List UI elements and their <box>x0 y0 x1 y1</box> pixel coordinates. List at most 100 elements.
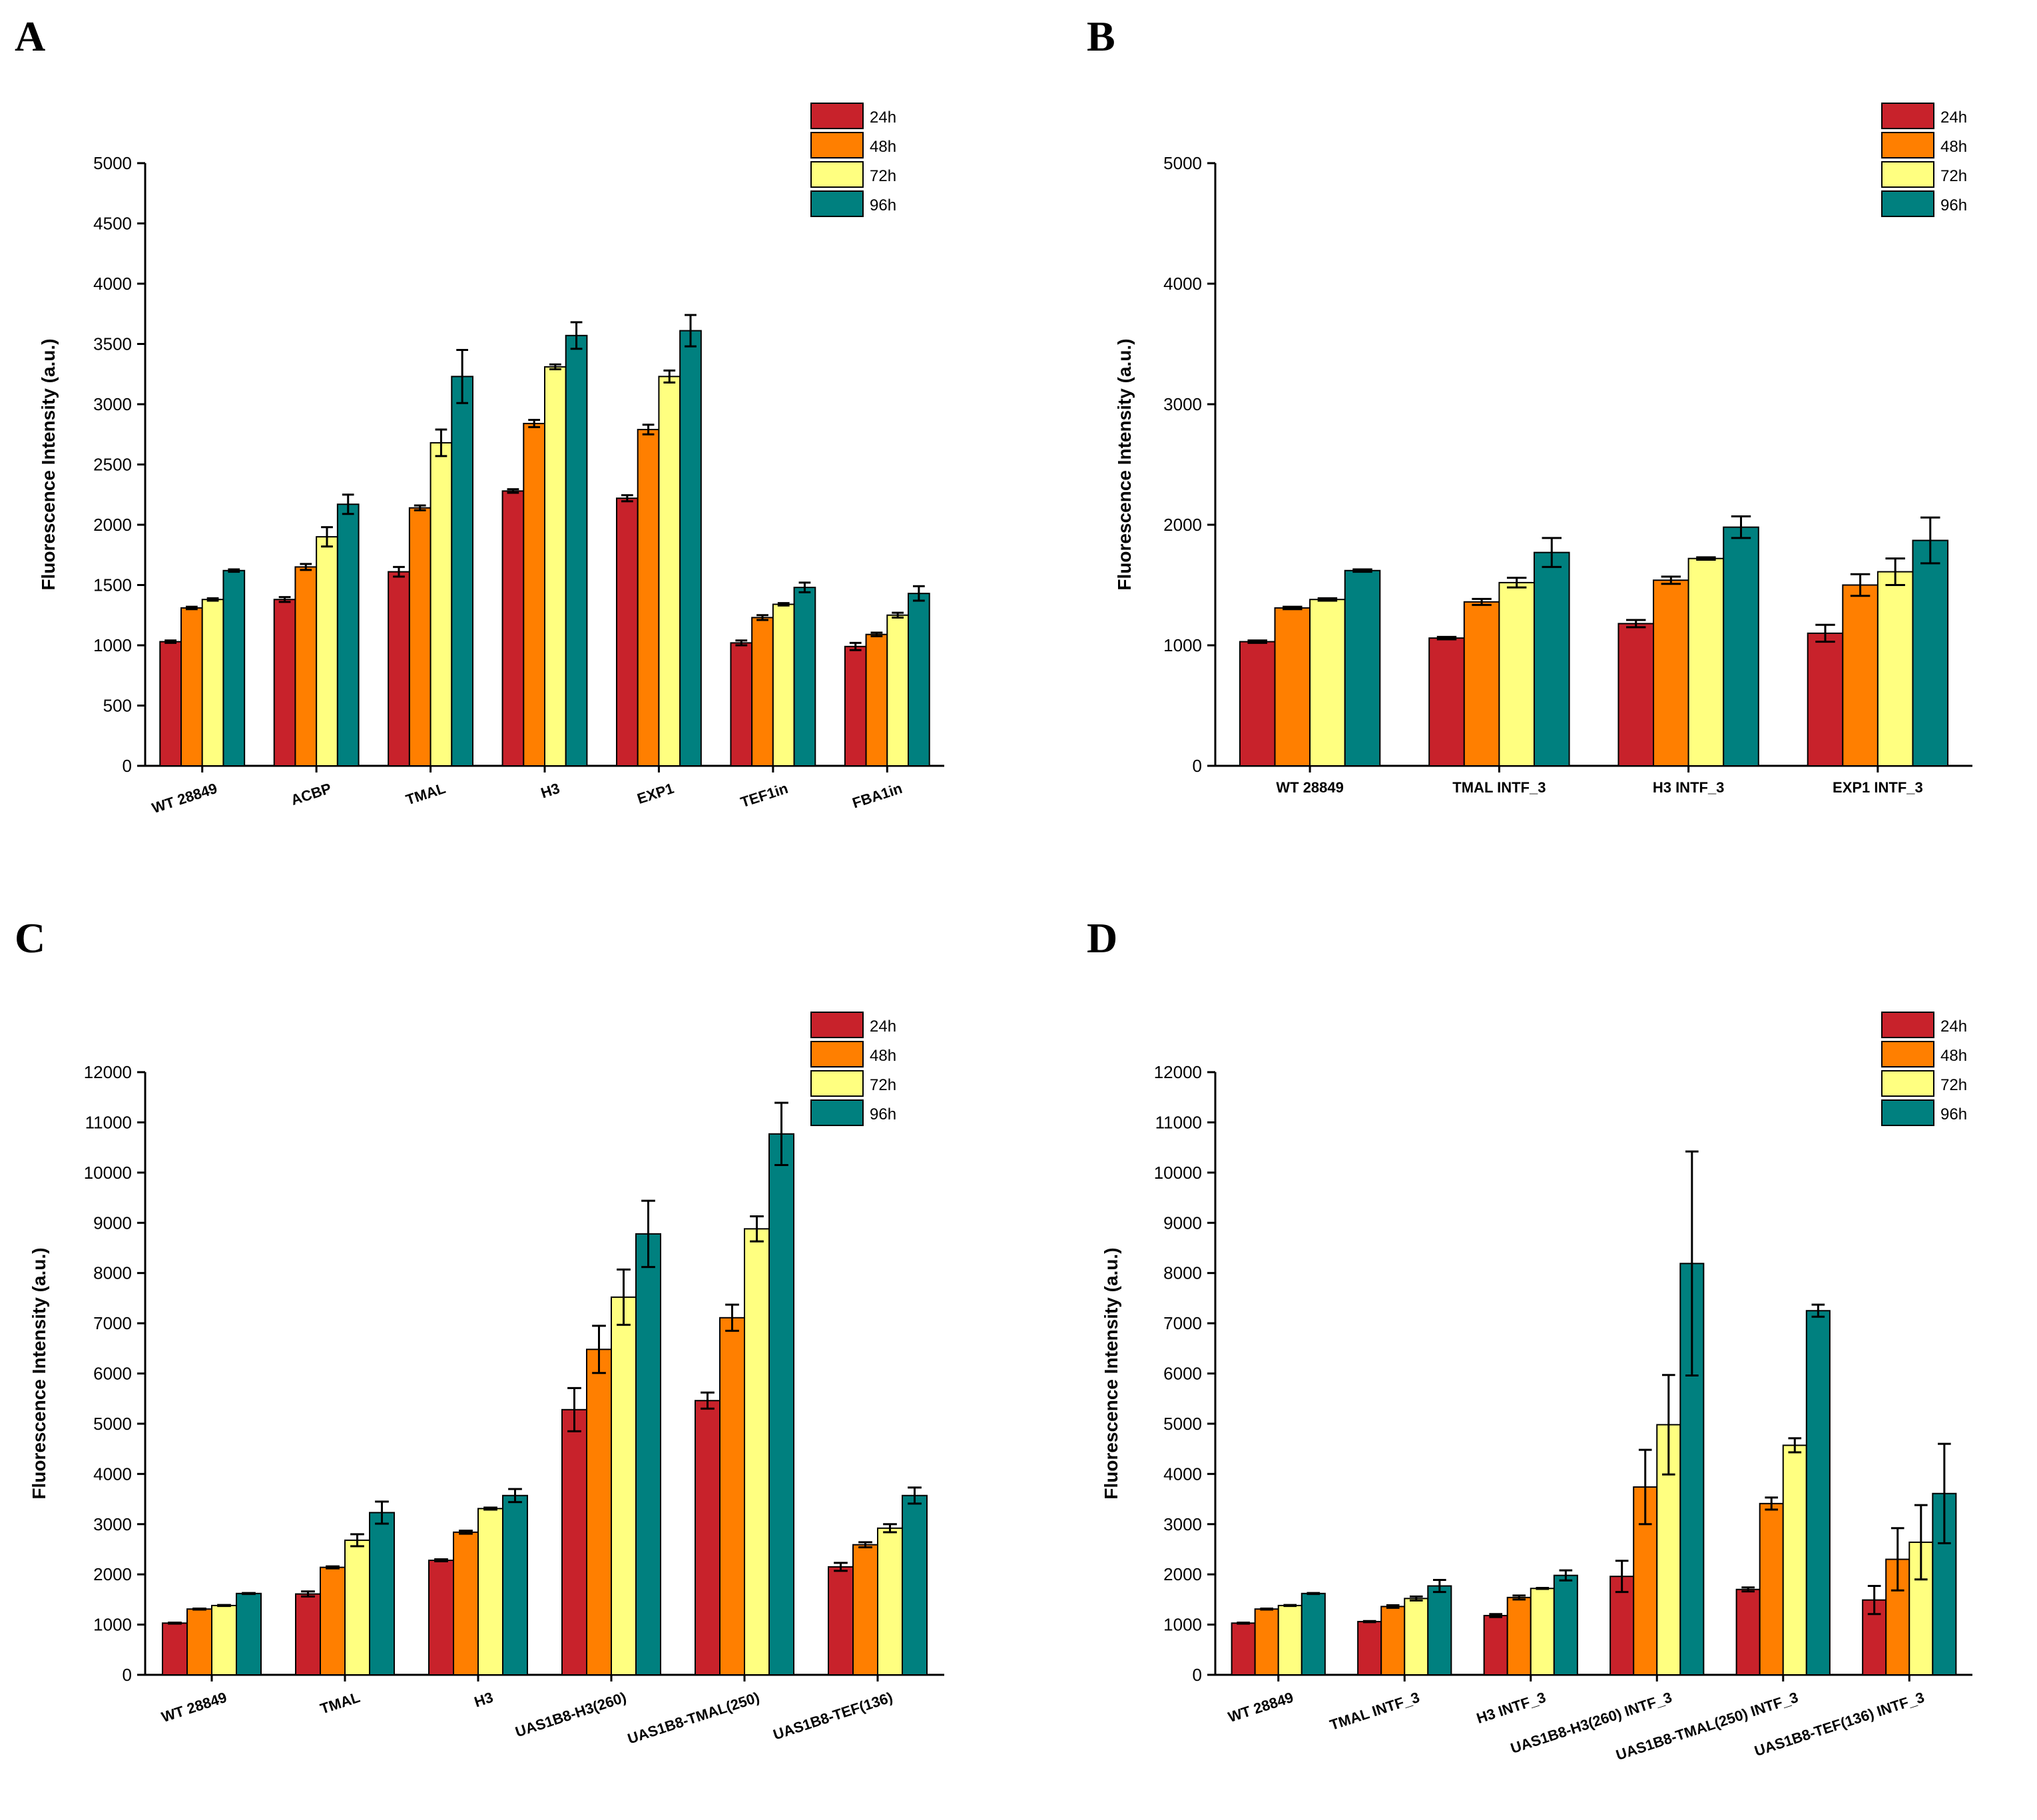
legend-label-24h: 24h <box>1940 109 1967 127</box>
legend-label-48h: 48h <box>1940 138 1967 156</box>
y-tick-label-4000: 4000 <box>93 1464 132 1484</box>
legend-swatch-96h <box>810 190 864 217</box>
bar-c-24h-1 <box>162 1622 188 1675</box>
legend-label-96h: 96h <box>1940 1105 1967 1123</box>
y-tick-label-4000: 4000 <box>1163 274 1202 294</box>
bar-c-96h-2 <box>369 1512 395 1675</box>
bar-b-72h-3 <box>1687 557 1725 766</box>
y-tick-label-1000: 1000 <box>1163 635 1202 655</box>
bar-d-72h-5 <box>1782 1444 1807 1676</box>
x-category-label-1: WT 28849 <box>159 1689 228 1725</box>
y-tick-label-10000: 10000 <box>1154 1163 1202 1183</box>
y-tick-label-3000: 3000 <box>93 394 132 414</box>
bar-c-72h-4 <box>611 1296 637 1676</box>
bar-a-48h-5 <box>637 429 660 766</box>
bar-b-96h-4 <box>1912 539 1949 767</box>
legend-a: 24h 48h 72h 96h <box>810 103 896 217</box>
x-category-label-1: WT 28849 <box>1276 779 1344 796</box>
panel-letter-c: C <box>15 914 46 962</box>
bar-a-72h-5 <box>658 376 681 766</box>
x-category-label-1: WT 28849 <box>1226 1689 1295 1725</box>
bar-b-96h-1 <box>1344 569 1381 767</box>
legend-swatch-24h <box>1881 1012 1934 1038</box>
legend-label-96h: 96h <box>870 196 896 214</box>
y-tick-label-8000: 8000 <box>93 1263 132 1283</box>
bar-a-24h-5 <box>616 497 639 766</box>
y-tick-label-9000: 9000 <box>1163 1213 1202 1233</box>
chart-panel-c: 0 1000 2000 3000 4000 5000 6000 7000 8000 9000 100… <box>29 1012 944 1747</box>
bar-a-24h-3 <box>388 571 410 767</box>
bar-a-96h-3 <box>451 376 473 766</box>
legend-label-24h: 24h <box>1940 1018 1967 1036</box>
legend-label-48h: 48h <box>870 138 896 156</box>
bar-a-72h-1 <box>201 599 224 766</box>
y-axis-title: Fluorescence Intensity (a.u.) <box>29 1247 49 1499</box>
bar-a-96h-1 <box>222 569 246 767</box>
y-tick-label-2500: 2500 <box>93 455 132 475</box>
x-category-label-4: UAS1B8-H3(260) <box>513 1689 629 1740</box>
y-tick-label-7000: 7000 <box>93 1313 132 1333</box>
y-tick-label-6000: 6000 <box>93 1364 132 1384</box>
bar-a-48h-1 <box>180 607 203 767</box>
bar-c-48h-3 <box>453 1531 479 1675</box>
bar-a-24h-6 <box>730 642 753 766</box>
x-category-label-2: ACBP <box>289 780 334 808</box>
legend-label-72h: 72h <box>870 167 896 185</box>
legend-swatch-96h <box>810 1099 864 1126</box>
y-tick-label-1000: 1000 <box>1163 1615 1202 1635</box>
bar-c-48h-2 <box>320 1566 346 1676</box>
bar-c-48h-5 <box>719 1317 745 1675</box>
y-tick-label-8000: 8000 <box>1163 1263 1202 1283</box>
y-tick-label-0: 0 <box>123 1665 132 1685</box>
y-tick-label-3500: 3500 <box>93 334 132 354</box>
bar-b-24h-3 <box>1617 623 1655 766</box>
bar-a-24h-7 <box>844 645 867 766</box>
legend-swatch-48h <box>810 1041 864 1067</box>
y-tick-label-3000: 3000 <box>93 1514 132 1534</box>
bar-a-24h-2 <box>273 599 296 766</box>
bar-c-72h-3 <box>477 1508 503 1676</box>
bar-d-96h-3 <box>1553 1574 1578 1676</box>
y-tick-label-11000: 11000 <box>1155 1112 1202 1132</box>
x-category-label-6: TEF1in <box>738 780 790 810</box>
x-category-label-2: TMAL <box>318 1689 362 1717</box>
bar-b-48h-4 <box>1842 584 1879 766</box>
x-category-label-1: WT 28849 <box>150 780 219 816</box>
bar-b-24h-2 <box>1428 637 1465 767</box>
bar-d-24h-4 <box>1609 1576 1635 1676</box>
y-tick-label-1000: 1000 <box>93 1615 132 1635</box>
bar-b-72h-4 <box>1877 571 1914 767</box>
bar-c-24h-3 <box>428 1560 454 1676</box>
bar-a-96h-5 <box>679 330 702 766</box>
bar-b-72h-2 <box>1498 581 1535 766</box>
bar-c-24h-6 <box>828 1566 854 1676</box>
legend-swatch-72h <box>1881 161 1934 188</box>
bar-a-72h-3 <box>430 442 453 766</box>
bar-a-48h-2 <box>294 566 318 766</box>
legend-swatch-24h <box>810 1012 864 1038</box>
panel-letter-d: D <box>1087 914 1118 962</box>
y-tick-label-1000: 1000 <box>93 635 132 655</box>
bar-a-48h-6 <box>751 617 774 766</box>
bar-b-48h-1 <box>1274 607 1311 767</box>
bar-a-48h-7 <box>865 633 888 767</box>
legend-swatch-72h <box>810 161 864 188</box>
bar-c-48h-1 <box>186 1608 212 1675</box>
y-tick-label-4000: 4000 <box>93 274 132 294</box>
bar-d-24h-1 <box>1231 1622 1256 1675</box>
bar-b-96h-2 <box>1533 551 1570 766</box>
bar-a-96h-4 <box>565 334 588 766</box>
x-category-label-3: H3 INTF_3 <box>1653 779 1725 796</box>
bar-c-96h-4 <box>635 1233 661 1675</box>
bar-d-72h-1 <box>1277 1604 1303 1676</box>
bar-a-72h-6 <box>772 603 795 767</box>
legend-label-24h: 24h <box>870 1018 896 1036</box>
y-tick-label-5000: 5000 <box>93 153 132 173</box>
y-tick-label-12000: 12000 <box>1154 1062 1202 1082</box>
chart-panel-d: 0 1000 2000 3000 4000 5000 6000 7000 8000 9000 100… <box>1101 1012 1972 1763</box>
y-tick-label-9000: 9000 <box>93 1213 132 1233</box>
bar-c-24h-5 <box>695 1400 721 1676</box>
y-tick-label-4500: 4500 <box>93 214 132 234</box>
legend-swatch-48h <box>1881 132 1934 158</box>
y-tick-label-2000: 2000 <box>1163 515 1202 535</box>
